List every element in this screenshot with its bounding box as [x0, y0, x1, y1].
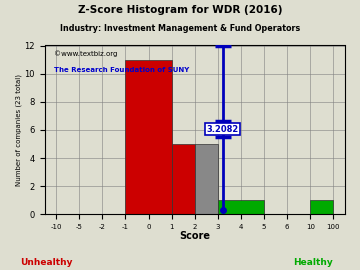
Text: Z-Score Histogram for WDR (2016): Z-Score Histogram for WDR (2016) [78, 5, 282, 15]
Y-axis label: Number of companies (23 total): Number of companies (23 total) [15, 74, 22, 186]
Text: Industry: Investment Management & Fund Operators: Industry: Investment Management & Fund O… [60, 24, 300, 33]
Bar [310, 200, 333, 214]
Text: Unhealthy: Unhealthy [21, 258, 73, 267]
Bar [195, 144, 218, 214]
Text: ©www.textbiz.org: ©www.textbiz.org [54, 50, 117, 57]
X-axis label: Score: Score [179, 231, 210, 241]
Text: Healthy: Healthy [293, 258, 333, 267]
Text: The Research Foundation of SUNY: The Research Foundation of SUNY [54, 68, 189, 73]
Bar [125, 60, 172, 214]
Bar [218, 200, 264, 214]
Bar [172, 144, 195, 214]
Text: 3.2082: 3.2082 [207, 125, 239, 134]
